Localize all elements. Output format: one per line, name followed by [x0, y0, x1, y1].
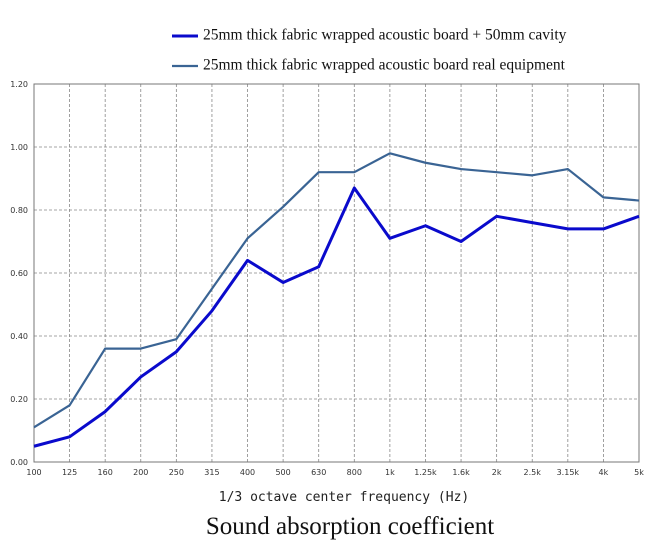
y-tick-label: 0.20 [10, 395, 28, 404]
y-tick-label: 1.00 [10, 143, 28, 152]
series-line [33, 152, 640, 429]
plot-frame [33, 83, 640, 463]
y-tick-label: 0.00 [10, 458, 28, 467]
x-tick-label: 1.6k [452, 468, 470, 477]
x-tick-label: 800 [347, 468, 362, 477]
x-tick-label: 100 [26, 468, 41, 477]
x-tick-label: 400 [240, 468, 255, 477]
y-tick-label: 0.40 [10, 332, 28, 341]
x-axis-label: 1/3 octave center frequency (Hz) [219, 490, 469, 505]
x-tick-label: 250 [169, 468, 184, 477]
x-tick-label: 4k [599, 468, 609, 477]
y-tick-label: 1.20 [10, 80, 28, 89]
x-tick-label: 500 [275, 468, 290, 477]
x-tick-label: 160 [98, 468, 113, 477]
legend-label: 25mm thick fabric wrapped acoustic board… [203, 57, 566, 74]
y-tick-label: 0.60 [10, 269, 28, 278]
x-tick-label: 2.5k [524, 468, 542, 477]
x-tick-label: 2k [492, 468, 502, 477]
x-tick-label: 1k [385, 468, 395, 477]
x-tick-label: 3.15k [557, 468, 580, 477]
x-tick-label: 1.25k [414, 468, 437, 477]
y-tick-label: 0.80 [10, 206, 28, 215]
x-tick-label: 5k [634, 468, 644, 477]
series-line [33, 186, 640, 448]
x-tick-label: 125 [62, 468, 77, 477]
x-tick-label: 315 [204, 468, 219, 477]
legend-label: 25mm thick fabric wrapped acoustic board… [203, 27, 567, 44]
x-tick-label: 630 [311, 468, 326, 477]
x-tick-label: 200 [133, 468, 148, 477]
chart-title: Sound absorption coefficient [206, 513, 494, 540]
